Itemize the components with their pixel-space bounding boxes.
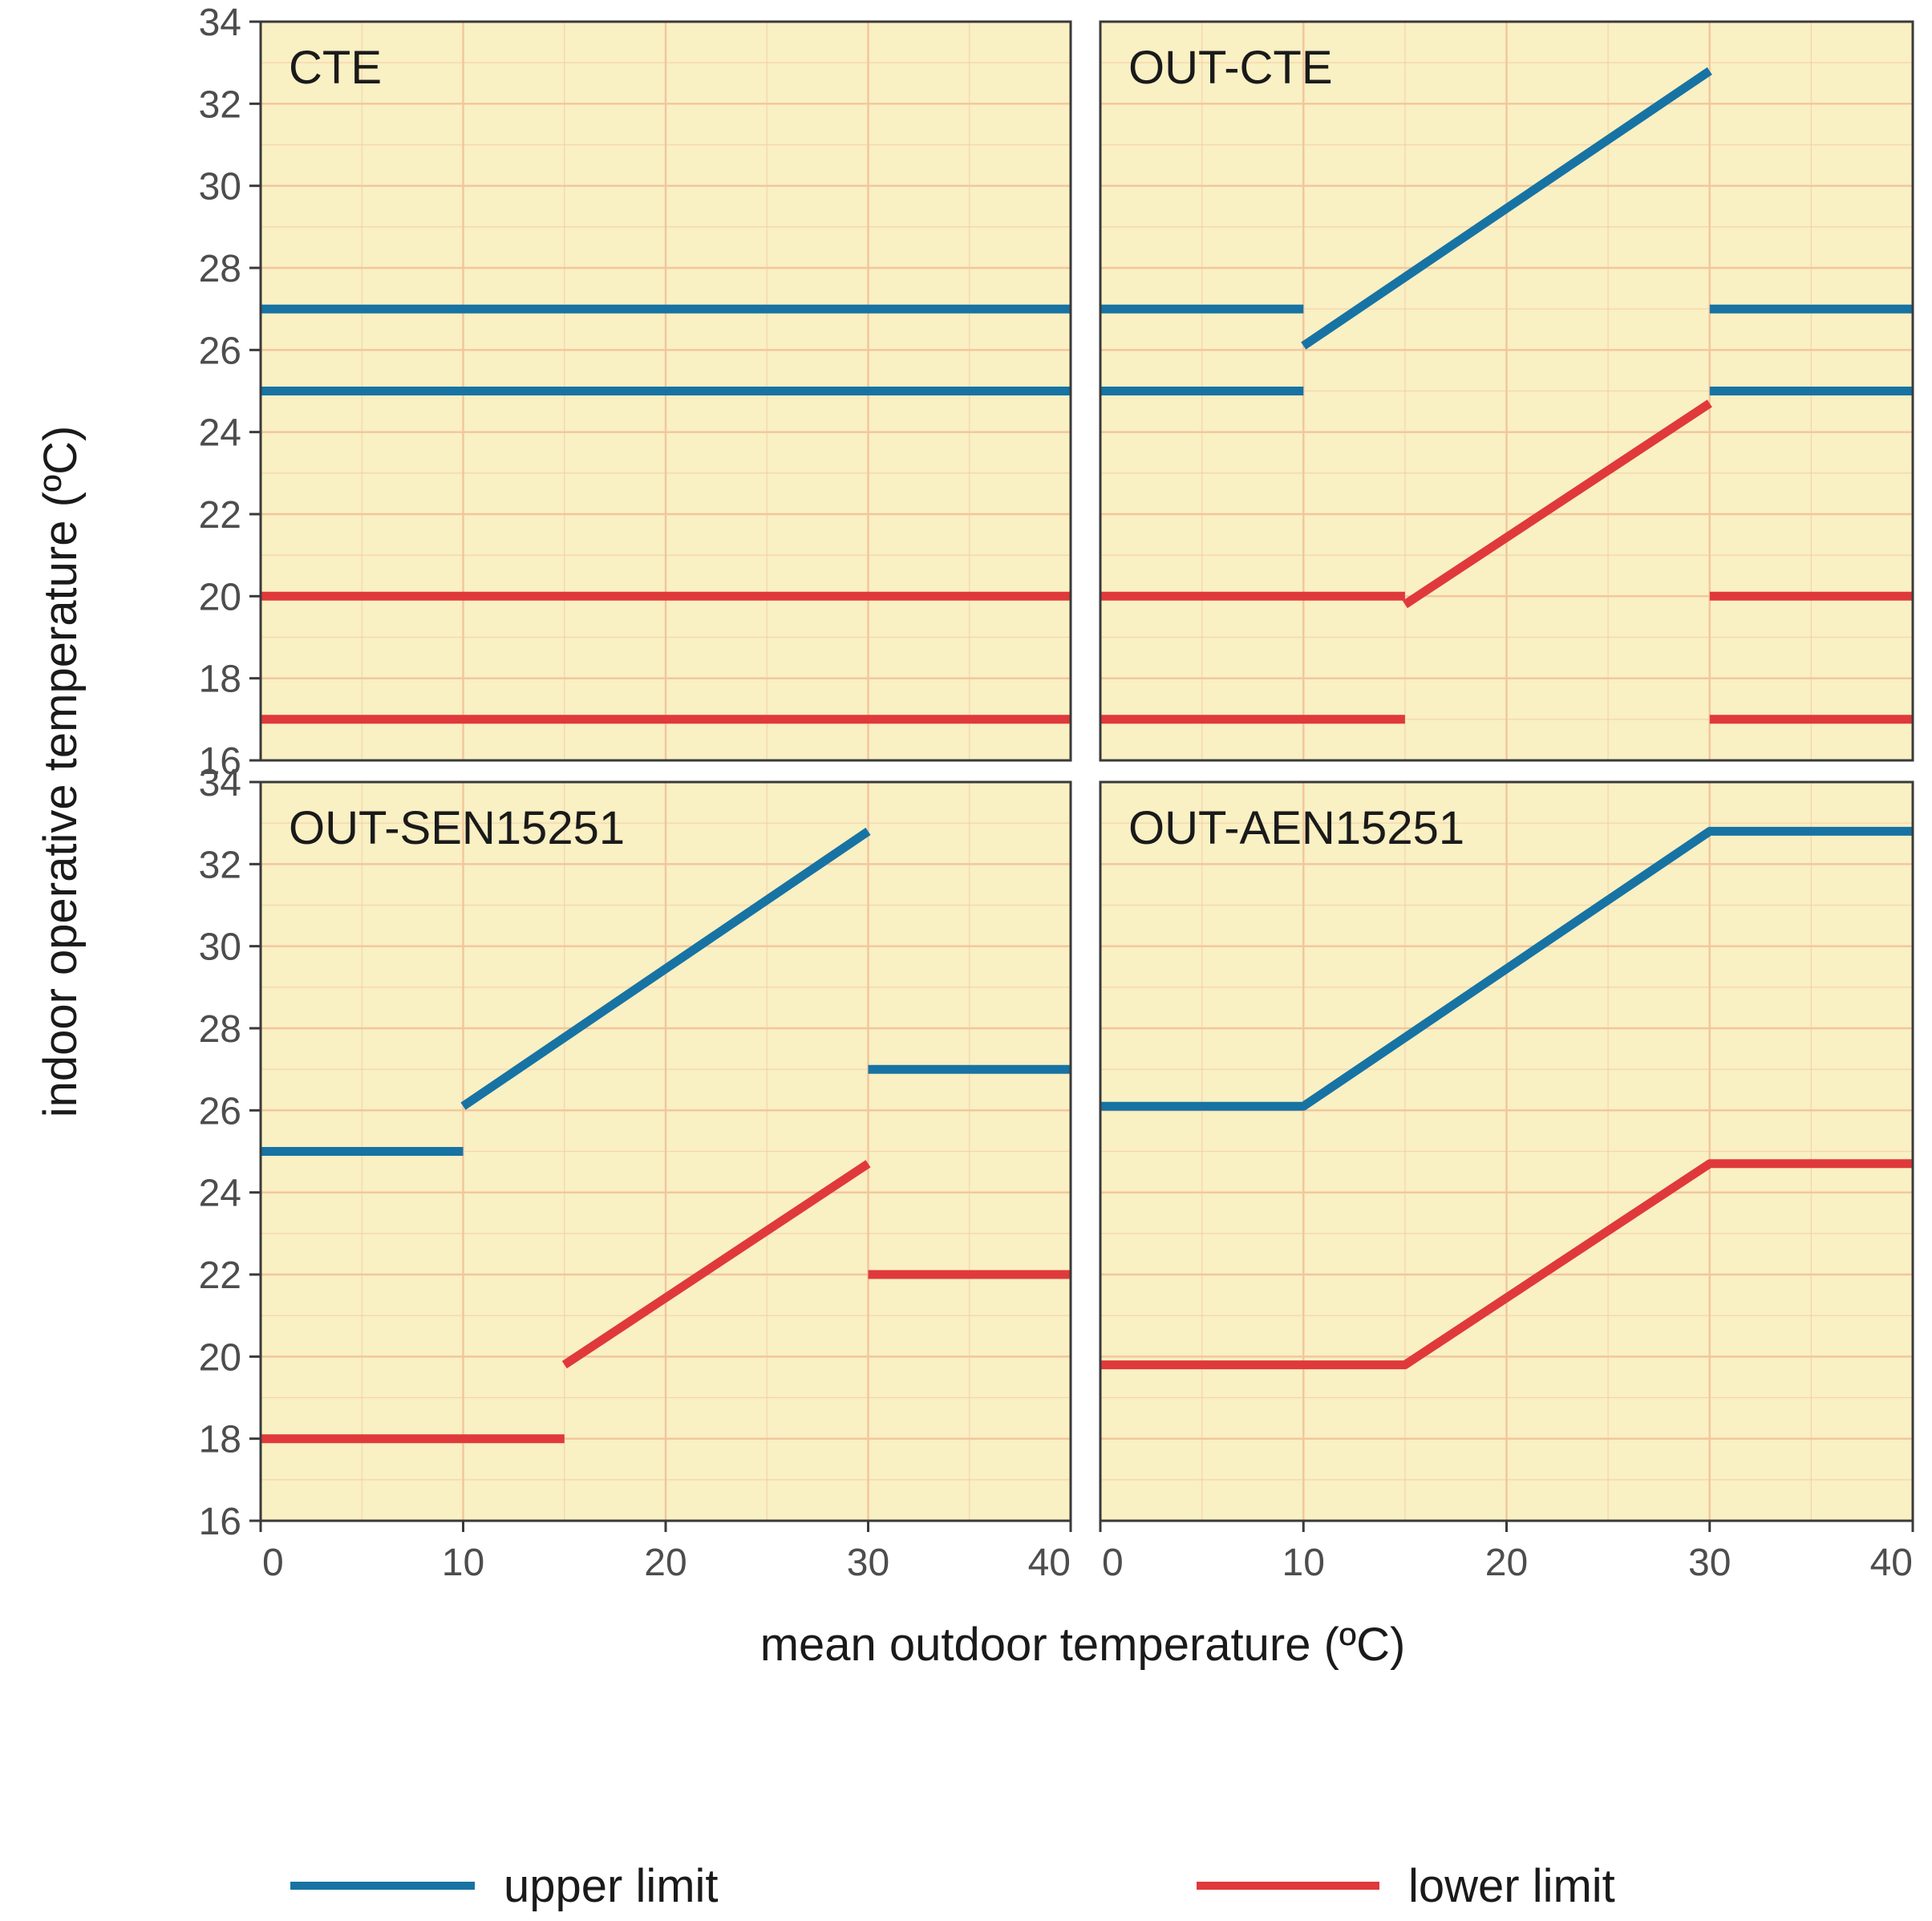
x-tick-label: 40 (1870, 1542, 1913, 1584)
legend: upper limit lower limit (290, 1860, 1615, 1912)
y-tick-label: 34 (199, 762, 241, 804)
y-tick-label: 32 (199, 844, 241, 886)
x-tick-label: 20 (1485, 1542, 1528, 1584)
out-aen15251-lower-limit-segment-0 (1100, 1159, 1913, 1370)
y-tick-label: 30 (199, 926, 241, 969)
panel-out-cte: OUT-CTE (1099, 20, 1914, 762)
y-tick-label: 24 (199, 1173, 241, 1215)
y-tick-label: 30 (199, 166, 241, 209)
panel-border (1099, 20, 1914, 762)
x-tick-label: 0 (262, 1542, 284, 1584)
y-tick-label: 26 (199, 330, 241, 372)
x-tick-label: 40 (1028, 1542, 1071, 1584)
x-tick-label: 10 (442, 1542, 484, 1584)
panel-title: CTE (289, 42, 382, 94)
out-sen15251-upper-limit-segment-1 (460, 827, 871, 1110)
x-tick-label: 20 (644, 1542, 687, 1584)
panel-data (261, 304, 1071, 724)
panel-title: OUT-CTE (1128, 42, 1333, 94)
y-tick-label: 22 (199, 1254, 241, 1297)
out-cte-upper-limit-segment-2 (1301, 67, 1712, 350)
panel-data (1100, 67, 1913, 724)
y-tick-label: 28 (199, 1008, 241, 1051)
x-axis-title: mean outdoor temperature (ºC) (760, 1619, 1406, 1671)
y-tick-label: 22 (199, 494, 241, 537)
y-axis-title: indoor operative temperature (ºC) (34, 426, 87, 1118)
y-tick-label: 20 (199, 1336, 241, 1379)
out-aen15251-upper-limit-segment-0 (1100, 826, 1913, 1111)
axes-layer: 1618202224262830323416182022242628303234… (199, 2, 1914, 1584)
out-sen15251-lower-limit-segment-1 (561, 1160, 871, 1369)
panel-out-aen15251: OUT-AEN15251 (1099, 780, 1914, 1522)
y-tick-label: 16 (199, 740, 241, 783)
x-tick-label: 30 (847, 1542, 889, 1584)
panel-data (1100, 826, 1913, 1370)
y-tick-label: 18 (199, 659, 241, 701)
y-tick-label: 28 (199, 248, 241, 290)
panels-layer: CTE OUT-CTE OUT-SEN15251 OUT-AEN15251 (259, 20, 1914, 1522)
x-tick-label: 10 (1282, 1542, 1325, 1584)
panel-border (259, 20, 1072, 762)
panel-out-sen15251: OUT-SEN15251 (259, 780, 1072, 1522)
legend-lower-limit-label: lower limit (1408, 1860, 1615, 1912)
panel-title: OUT-AEN15251 (1128, 802, 1464, 854)
x-tick-label: 30 (1688, 1542, 1731, 1584)
y-tick-label: 32 (199, 83, 241, 126)
y-tick-label: 34 (199, 2, 241, 44)
legend-upper-limit-label: upper limit (504, 1860, 719, 1912)
panel-cte: CTE (259, 20, 1072, 762)
y-tick-label: 18 (199, 1419, 241, 1461)
y-tick-label: 16 (199, 1501, 241, 1543)
y-tick-label: 20 (199, 576, 241, 618)
out-cte-lower-limit-segment-2 (1402, 399, 1712, 609)
panel-data (261, 827, 1071, 1444)
y-tick-label: 26 (199, 1090, 241, 1133)
panel-title: OUT-SEN15251 (289, 802, 625, 854)
x-tick-label: 0 (1102, 1542, 1124, 1584)
y-tick-label: 24 (199, 412, 241, 455)
